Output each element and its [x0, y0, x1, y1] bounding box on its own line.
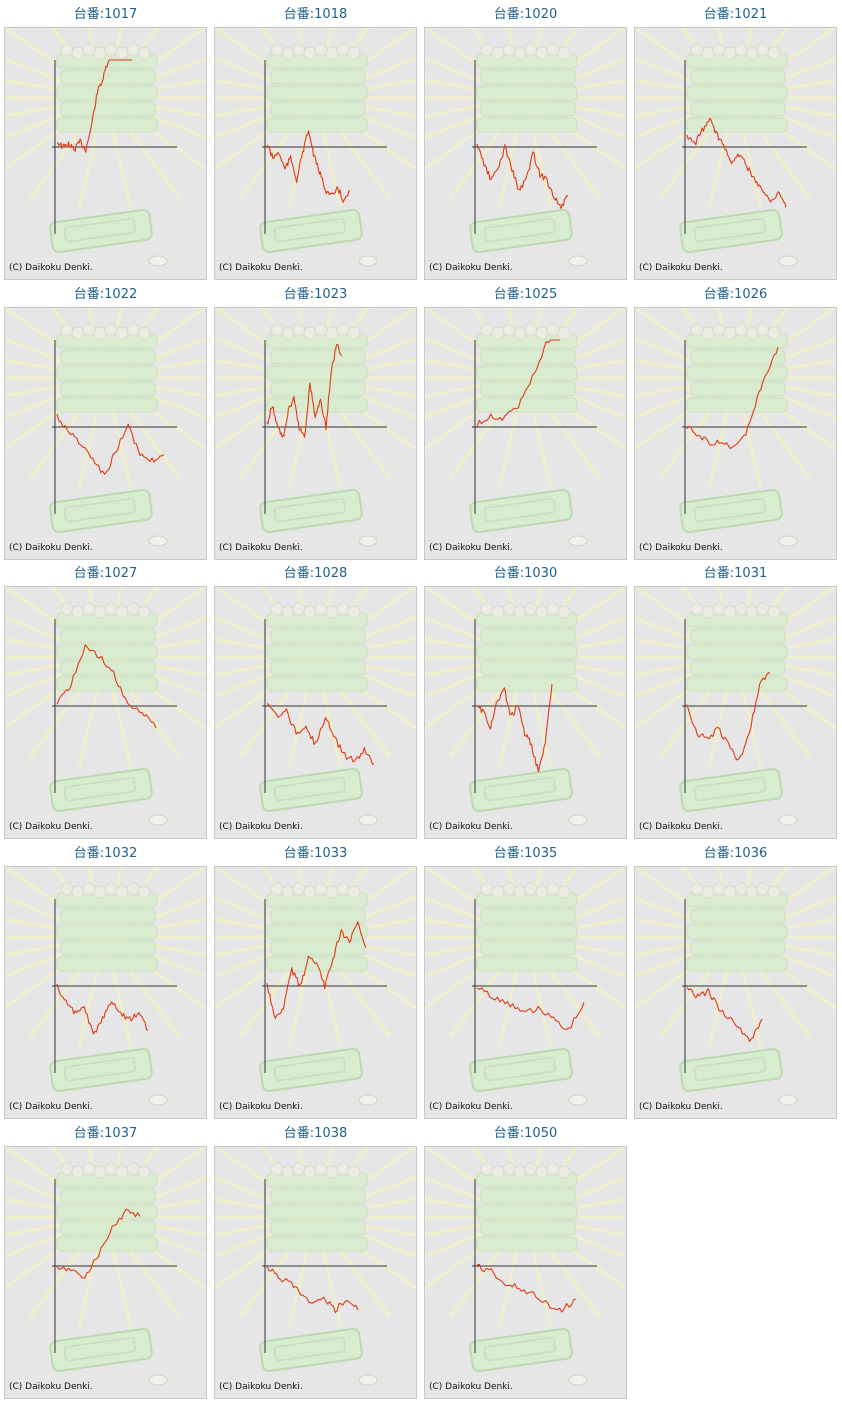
- payout-trend-line: [476, 339, 560, 428]
- machine-number-link[interactable]: 台番:1022: [73, 287, 138, 302]
- machine-number-link[interactable]: 台番:1027: [73, 566, 138, 581]
- copyright-text: (C) Daikoku Denki.: [9, 1382, 93, 1392]
- graph-canvas: [425, 587, 626, 826]
- machine-graph[interactable]: (C) Daikoku Denki.: [4, 866, 207, 1119]
- machine-graph[interactable]: (C) Daikoku Denki.: [4, 586, 207, 839]
- machine-number-link[interactable]: 台番:1036: [703, 846, 768, 861]
- graph-canvas: [5, 28, 206, 267]
- graph-canvas: [215, 308, 416, 547]
- copyright-text: (C) Daikoku Denki.: [9, 1102, 93, 1112]
- machine-graph[interactable]: (C) Daikoku Denki.: [424, 1146, 627, 1399]
- copyright-text: (C) Daikoku Denki.: [429, 1382, 513, 1392]
- machine-graph[interactable]: (C) Daikoku Denki.: [214, 1146, 417, 1399]
- machine-graph[interactable]: (C) Daikoku Denki.: [214, 27, 417, 280]
- copyright-text: (C) Daikoku Denki.: [429, 543, 513, 553]
- machine-graph[interactable]: (C) Daikoku Denki.: [214, 586, 417, 839]
- machine-number-link[interactable]: 台番:1032: [73, 846, 138, 861]
- payout-trend-line: [56, 983, 149, 1035]
- graph-canvas: [425, 308, 626, 547]
- machine-number-link[interactable]: 台番:1033: [283, 846, 348, 861]
- machine-number-link[interactable]: 台番:1028: [283, 566, 348, 581]
- payout-trend-line: [476, 987, 585, 1031]
- payout-trend-line: [57, 59, 132, 153]
- machine-number-link[interactable]: 台番:1026: [703, 287, 768, 302]
- copyright-text: (C) Daikoku Denki.: [429, 263, 513, 273]
- payout-trend-line: [266, 1265, 359, 1314]
- copyright-text: (C) Daikoku Denki.: [9, 543, 93, 553]
- machine-number-link[interactable]: 台番:1035: [493, 846, 558, 861]
- machine-graph[interactable]: (C) Daikoku Denki.: [634, 866, 837, 1119]
- graph-canvas: [425, 1147, 626, 1386]
- graph-canvas: [5, 587, 206, 826]
- copyright-text: (C) Daikoku Denki.: [219, 1102, 303, 1112]
- copyright-text: (C) Daikoku Denki.: [219, 822, 303, 832]
- payout-trend-line: [686, 672, 771, 761]
- payout-trend-line: [476, 1263, 577, 1313]
- copyright-text: (C) Daikoku Denki.: [219, 1382, 303, 1392]
- copyright-text: (C) Daikoku Denki.: [639, 822, 723, 832]
- machine-number-link[interactable]: 台番:1030: [493, 566, 558, 581]
- graph-canvas: [215, 867, 416, 1106]
- machine-number-link[interactable]: 台番:1018: [283, 7, 348, 22]
- payout-trend-line: [266, 343, 343, 438]
- machine-number-link[interactable]: 台番:1023: [283, 287, 348, 302]
- machine-graph[interactable]: (C) Daikoku Denki.: [634, 27, 837, 280]
- machine-number-link[interactable]: 台番:1021: [703, 7, 768, 22]
- graph-canvas: [635, 587, 836, 826]
- payout-trend-line: [686, 117, 787, 208]
- graph-canvas: [425, 867, 626, 1106]
- machine-graph[interactable]: (C) Daikoku Denki.: [634, 586, 837, 839]
- copyright-text: (C) Daikoku Denki.: [219, 543, 303, 553]
- copyright-text: (C) Daikoku Denki.: [639, 263, 723, 273]
- machine-number-link[interactable]: 台番:1050: [493, 1126, 558, 1141]
- graph-canvas: [215, 28, 416, 267]
- graph-canvas: [425, 28, 626, 267]
- machine-number-link[interactable]: 台番:1025: [493, 287, 558, 302]
- payout-trend-line: [56, 414, 165, 475]
- graph-canvas: [635, 867, 836, 1106]
- graph-canvas: [5, 867, 206, 1106]
- graph-canvas: [635, 308, 836, 547]
- machine-number-link[interactable]: 台番:1037: [73, 1126, 138, 1141]
- machine-graph[interactable]: (C) Daikoku Denki.: [214, 307, 417, 560]
- payout-trend-line: [686, 987, 763, 1042]
- payout-trend-line: [476, 143, 569, 209]
- machine-graph[interactable]: (C) Daikoku Denki.: [424, 27, 627, 280]
- payout-trend-line: [56, 644, 157, 729]
- payout-trend-line: [686, 347, 779, 450]
- machine-graph[interactable]: (C) Daikoku Denki.: [634, 307, 837, 560]
- machine-graph[interactable]: (C) Daikoku Denki.: [424, 586, 627, 839]
- payout-trend-line: [266, 703, 375, 765]
- graph-canvas: [5, 308, 206, 547]
- machine-number-link[interactable]: 台番:1017: [73, 7, 138, 22]
- copyright-text: (C) Daikoku Denki.: [9, 822, 93, 832]
- machine-number-link[interactable]: 台番:1031: [703, 566, 768, 581]
- payout-trend-line: [56, 1208, 141, 1279]
- copyright-text: (C) Daikoku Denki.: [639, 1102, 723, 1112]
- copyright-text: (C) Daikoku Denki.: [9, 263, 93, 273]
- payout-trend-line: [266, 130, 351, 203]
- copyright-text: (C) Daikoku Denki.: [429, 1102, 513, 1112]
- machine-graph[interactable]: (C) Daikoku Denki.: [424, 866, 627, 1119]
- copyright-text: (C) Daikoku Denki.: [639, 543, 723, 553]
- machine-graph[interactable]: (C) Daikoku Denki.: [424, 307, 627, 560]
- machine-graph[interactable]: (C) Daikoku Denki.: [214, 866, 417, 1119]
- machine-graph[interactable]: (C) Daikoku Denki.: [4, 1146, 207, 1399]
- graph-canvas: [635, 28, 836, 267]
- copyright-text: (C) Daikoku Denki.: [429, 822, 513, 832]
- copyright-text: (C) Daikoku Denki.: [219, 263, 303, 273]
- machine-graph[interactable]: (C) Daikoku Denki.: [4, 27, 207, 280]
- graph-canvas: [5, 1147, 206, 1386]
- machine-number-link[interactable]: 台番:1020: [493, 7, 558, 22]
- payout-trend-line: [266, 921, 367, 1019]
- graph-canvas: [215, 1147, 416, 1386]
- machine-number-link[interactable]: 台番:1038: [283, 1126, 348, 1141]
- machine-graph[interactable]: (C) Daikoku Denki.: [4, 307, 207, 560]
- graph-canvas: [215, 587, 416, 826]
- payout-trend-line: [476, 683, 553, 773]
